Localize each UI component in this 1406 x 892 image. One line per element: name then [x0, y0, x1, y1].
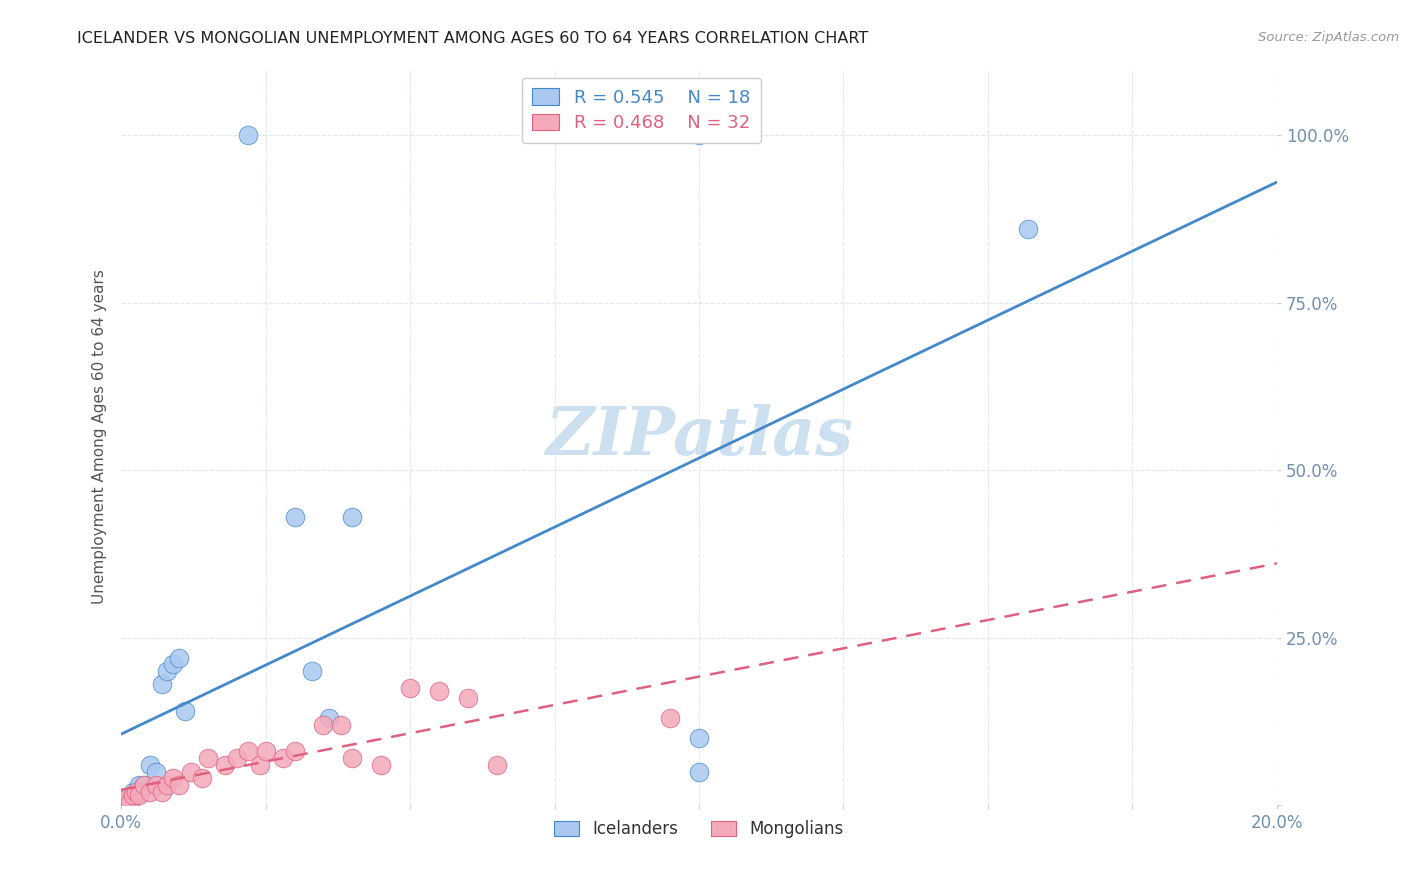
Point [115, 791, 138, 805]
Point [342, 751, 364, 765]
Legend: Icelanders, Mongolians: Icelanders, Mongolians [547, 814, 851, 845]
Point [271, 751, 294, 765]
Point [139, 757, 162, 772]
Point [238, 744, 260, 758]
Point [128, 778, 150, 792]
Point [283, 744, 305, 758]
Point [112, 795, 135, 809]
Text: ZIPatlas: ZIPatlas [546, 404, 853, 469]
Point [1017, 222, 1039, 236]
Point [173, 704, 195, 718]
Point [112, 795, 135, 809]
Point [225, 751, 247, 765]
Point [180, 764, 202, 779]
Point [134, 778, 156, 792]
Point [659, 711, 682, 725]
Point [150, 784, 173, 798]
Point [156, 664, 179, 678]
Point [121, 788, 143, 802]
Point [457, 690, 479, 705]
Point [145, 778, 167, 792]
Point [145, 764, 167, 779]
Point [342, 510, 364, 524]
Point [312, 717, 335, 731]
Point [124, 788, 146, 802]
Point [318, 711, 340, 725]
Point [131, 784, 153, 798]
Point [688, 128, 710, 143]
Point [249, 757, 271, 772]
Point [238, 128, 260, 143]
Point [118, 795, 141, 809]
Point [214, 757, 236, 772]
Text: ICELANDER VS MONGOLIAN UNEMPLOYMENT AMONG AGES 60 TO 64 YEARS CORRELATION CHART: ICELANDER VS MONGOLIAN UNEMPLOYMENT AMON… [77, 31, 869, 46]
Point [254, 744, 277, 758]
Point [427, 684, 450, 698]
Point [162, 771, 184, 785]
Point [150, 677, 173, 691]
Point [399, 681, 422, 695]
Point [301, 664, 323, 678]
Point [167, 778, 190, 792]
Y-axis label: Unemployment Among Ages 60 to 64 years: Unemployment Among Ages 60 to 64 years [93, 269, 107, 604]
Point [167, 650, 190, 665]
Point [197, 751, 219, 765]
Text: Source: ZipAtlas.com: Source: ZipAtlas.com [1258, 31, 1399, 45]
Point [191, 771, 214, 785]
Point [688, 731, 710, 745]
Point [121, 784, 143, 798]
Point [124, 784, 146, 798]
Point [370, 757, 392, 772]
Point [118, 795, 141, 809]
Point [329, 717, 352, 731]
Point [162, 657, 184, 672]
Point [156, 778, 179, 792]
Point [134, 778, 156, 792]
Point [128, 788, 150, 802]
Point [283, 510, 305, 524]
Point [115, 791, 138, 805]
Point [688, 764, 710, 779]
Point [485, 757, 508, 772]
Point [139, 784, 162, 798]
